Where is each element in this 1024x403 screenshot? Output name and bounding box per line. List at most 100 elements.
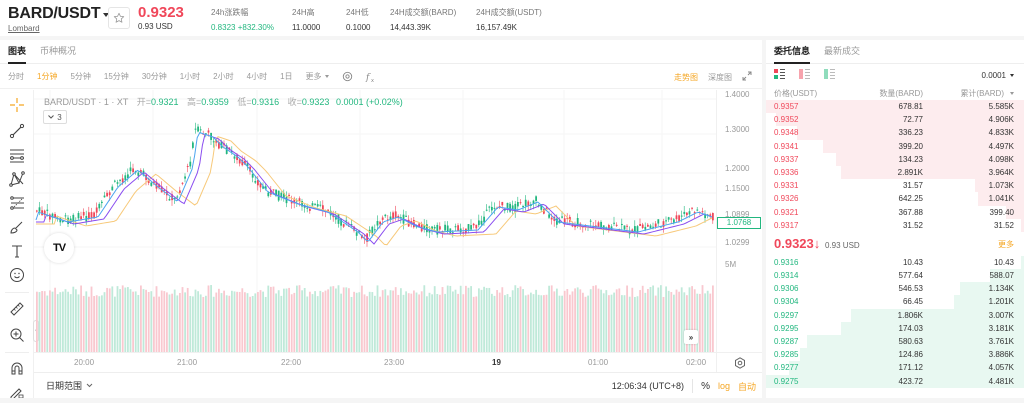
candlestick-chart[interactable]: BARD/USDT · 1 · XT 开=0.9321 高=0.9359 低=0… <box>34 90 716 352</box>
order-qty: 2.891K <box>897 167 923 177</box>
crosshair-icon <box>10 98 24 112</box>
ask-row[interactable]: 0.9321 367.88 399.40 <box>766 205 1024 219</box>
bid-row[interactable]: 0.9316 10.43 10.43 <box>766 255 1024 270</box>
precision-dropdown[interactable]: 0.0001 <box>982 64 1014 86</box>
measure-tool[interactable] <box>8 300 26 318</box>
project-link[interactable]: Lombard <box>8 24 40 33</box>
tab-chart[interactable]: 图表 <box>8 40 27 64</box>
view-bids-button[interactable] <box>824 66 835 84</box>
interval-more-dropdown[interactable]: 更多 <box>306 71 329 82</box>
ask-row[interactable]: 0.9348 336.23 4.833K <box>766 126 1024 140</box>
bid-row[interactable]: 0.9275 423.72 4.481K <box>766 374 1024 388</box>
interval-timeline[interactable]: 分时 <box>8 72 24 81</box>
interval-1d[interactable]: 1日 <box>280 72 293 81</box>
interval-15m[interactable]: 15分钟 <box>103 72 129 81</box>
bid-row[interactable]: 0.9295 174.03 3.181K <box>766 321 1024 335</box>
interval-4h[interactable]: 4小时 <box>246 72 268 81</box>
interval-1m[interactable]: 1分钟 <box>37 72 58 81</box>
more-button[interactable]: 更多 <box>998 239 1014 249</box>
ask-row[interactable]: 0.9331 31.57 1.073K <box>766 179 1024 193</box>
ask-row[interactable]: 0.9337 134.23 4.098K <box>766 152 1024 166</box>
trend-line-tool[interactable] <box>8 122 26 140</box>
emoji-tool[interactable] <box>8 266 26 284</box>
header-price: 价格(USDT) <box>774 89 818 98</box>
brush-tool[interactable] <box>8 218 26 236</box>
indicators-toggle[interactable]: 3 <box>43 110 67 124</box>
fullscreen-button[interactable] <box>742 68 752 86</box>
interval-bar: 分时 1分钟 5分钟 15分钟 30分钟 1小时 2小时 4小时 1日 更多 f… <box>0 65 762 89</box>
depth-chart-button[interactable]: 深度图 <box>708 72 732 82</box>
ask-row[interactable]: 0.9317 31.52 31.52 <box>766 218 1024 232</box>
tab-coin-overview[interactable]: 币种概况 <box>40 46 77 56</box>
ask-row[interactable]: 0.9336 2.891K 3.964K <box>766 165 1024 180</box>
log-scale-toggle[interactable]: log <box>717 381 730 391</box>
bid-row[interactable]: 0.9297 1.806K 3.007K <box>766 308 1024 322</box>
horizontal-lines-icon <box>10 149 24 163</box>
bid-row[interactable]: 0.9285 124.86 3.886K <box>766 348 1024 362</box>
pattern-tool[interactable] <box>8 170 26 188</box>
order-price: 0.9337 <box>774 154 799 164</box>
chevron-down-icon[interactable] <box>1010 92 1014 95</box>
depth-bar <box>974 179 1024 193</box>
view-asks-button[interactable] <box>799 66 810 84</box>
view-both-button[interactable] <box>774 66 785 84</box>
auto-scale-toggle[interactable]: 自动 <box>737 381 756 392</box>
interval-5m[interactable]: 5分钟 <box>70 72 91 81</box>
chevron-down-icon[interactable] <box>103 13 110 17</box>
interval-2h[interactable]: 2小时 <box>213 72 234 81</box>
horizontal-line-tool[interactable] <box>8 146 26 164</box>
legend-open: 0.9321 <box>150 97 179 107</box>
crosshair-tool[interactable] <box>8 96 26 114</box>
chevron-down-icon <box>48 115 55 119</box>
zoom-in-tool[interactable] <box>8 326 26 344</box>
percent-scale-toggle[interactable]: % <box>701 380 710 392</box>
time-axis[interactable]: 20:00 21:00 22:00 23:00 19 01:00 02:00 <box>34 352 716 372</box>
order-total: 1.201K <box>988 297 1014 307</box>
header-total[interactable]: 累计(BARD) <box>960 89 1004 98</box>
pair-name[interactable]: BARD/USDT <box>8 5 101 22</box>
chart-settings-button[interactable] <box>342 71 353 82</box>
fibonacci-tool[interactable] <box>8 194 26 212</box>
ask-row[interactable]: 0.9352 72.77 4.906K <box>766 113 1024 127</box>
depth-bar <box>807 335 1024 349</box>
order-price: 0.9304 <box>774 297 799 307</box>
orderbook-both-icon <box>774 69 785 79</box>
order-total: 1.073K <box>988 181 1014 191</box>
bid-row[interactable]: 0.9306 546.53 1.134K <box>766 282 1024 296</box>
scroll-to-latest-button[interactable]: » <box>684 330 698 344</box>
text-tool[interactable] <box>8 242 26 260</box>
tradingview-logo[interactable]: TV <box>44 233 74 263</box>
pair-selector[interactable]: BARD/USDT Lombard <box>8 0 110 33</box>
chart-canvas[interactable] <box>34 90 716 352</box>
ask-row[interactable]: 0.9326 642.25 1.041K <box>766 192 1024 206</box>
interval-1h[interactable]: 1小时 <box>179 72 201 81</box>
bid-row[interactable]: 0.9287 580.63 3.761K <box>766 335 1024 349</box>
legend-symbol: BARD/USDT · 1 · XT <box>44 97 129 107</box>
order-price: 0.9287 <box>774 337 799 346</box>
date-range-dropdown[interactable]: 日期范围 <box>46 379 93 392</box>
bid-row[interactable]: 0.9277 171.12 4.057K <box>766 361 1024 375</box>
price-axis[interactable]: 1.4000 1.3000 1.2000 1.1500 1.0899 1.029… <box>716 90 762 352</box>
axis-settings-button[interactable] <box>716 352 762 372</box>
drawing-toolbar <box>0 90 34 403</box>
trend-chart-button[interactable]: 走势图 <box>674 72 698 82</box>
order-price: 0.9331 <box>774 181 799 191</box>
order-total: 3.181K <box>988 323 1014 333</box>
interval-30m[interactable]: 30分钟 <box>141 72 167 81</box>
text-icon <box>12 245 22 258</box>
order-price: 0.9306 <box>774 284 799 294</box>
tab-latest-trades[interactable]: 最新成交 <box>824 46 861 56</box>
ask-row[interactable]: 0.9341 399.20 4.497K <box>766 139 1024 153</box>
bid-row[interactable]: 0.9304 66.45 1.201K <box>766 295 1024 309</box>
stat-24h-volume-bard: 24H成交额(BARD) 14,443.39K <box>390 8 457 32</box>
favorite-button[interactable] <box>108 7 130 29</box>
ask-row[interactable]: 0.9357 678.81 5.585K <box>766 100 1024 114</box>
depth-bar <box>766 374 1024 388</box>
clock-timezone[interactable]: 12:06:34 (UTC+8) <box>611 381 685 391</box>
magnet-tool[interactable] <box>8 359 26 377</box>
bid-row[interactable]: 0.9314 577.64 588.07 <box>766 269 1024 283</box>
order-qty: 124.86 <box>898 350 923 360</box>
stat-24h-volume-usdt: 24H成交额(USDT) 16,157.49K <box>476 8 542 32</box>
tab-order-book[interactable]: 委托信息 <box>774 40 811 64</box>
